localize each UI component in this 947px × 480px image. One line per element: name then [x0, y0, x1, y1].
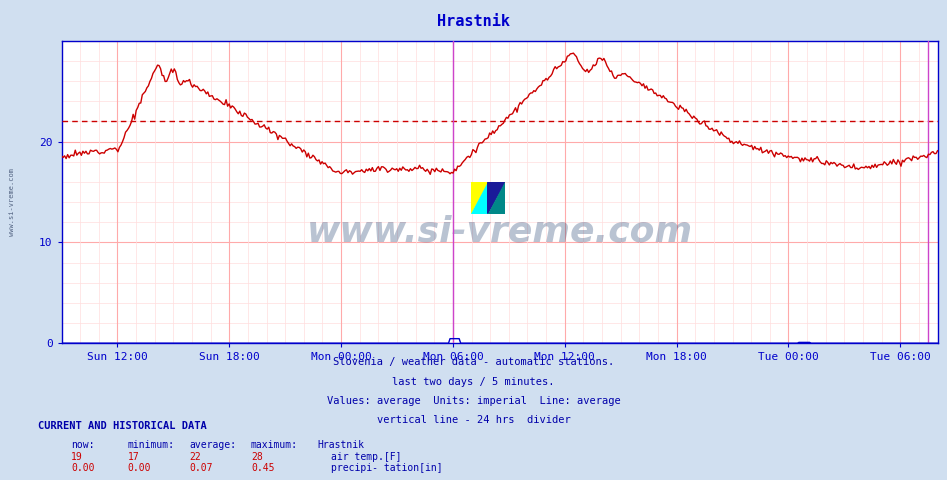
Text: vertical line - 24 hrs  divider: vertical line - 24 hrs divider [377, 415, 570, 425]
Text: air temp.[F]: air temp.[F] [331, 452, 402, 462]
Text: 28: 28 [251, 452, 262, 462]
Text: minimum:: minimum: [128, 440, 175, 450]
Text: 0.07: 0.07 [189, 463, 213, 473]
Polygon shape [488, 182, 505, 214]
Text: now:: now: [71, 440, 95, 450]
Polygon shape [488, 182, 505, 214]
Text: 0.00: 0.00 [128, 463, 152, 473]
Text: CURRENT AND HISTORICAL DATA: CURRENT AND HISTORICAL DATA [38, 421, 206, 431]
Text: Hrastnik: Hrastnik [317, 440, 365, 450]
Text: www.si-vreme.com: www.si-vreme.com [307, 214, 692, 248]
Text: www.si-vreme.com: www.si-vreme.com [9, 168, 15, 236]
Text: 17: 17 [128, 452, 139, 462]
Text: last two days / 5 minutes.: last two days / 5 minutes. [392, 377, 555, 386]
Text: 0.45: 0.45 [251, 463, 275, 473]
Text: maximum:: maximum: [251, 440, 298, 450]
Text: 19: 19 [71, 452, 82, 462]
Text: precipi- tation[in]: precipi- tation[in] [331, 463, 443, 473]
Text: 22: 22 [189, 452, 201, 462]
Polygon shape [471, 182, 488, 214]
Text: 0.00: 0.00 [71, 463, 95, 473]
Text: Hrastnik: Hrastnik [437, 14, 510, 29]
Text: Values: average  Units: imperial  Line: average: Values: average Units: imperial Line: av… [327, 396, 620, 406]
Polygon shape [471, 182, 488, 214]
Text: average:: average: [189, 440, 237, 450]
Text: Slovenia / weather data - automatic stations.: Slovenia / weather data - automatic stat… [333, 358, 614, 367]
